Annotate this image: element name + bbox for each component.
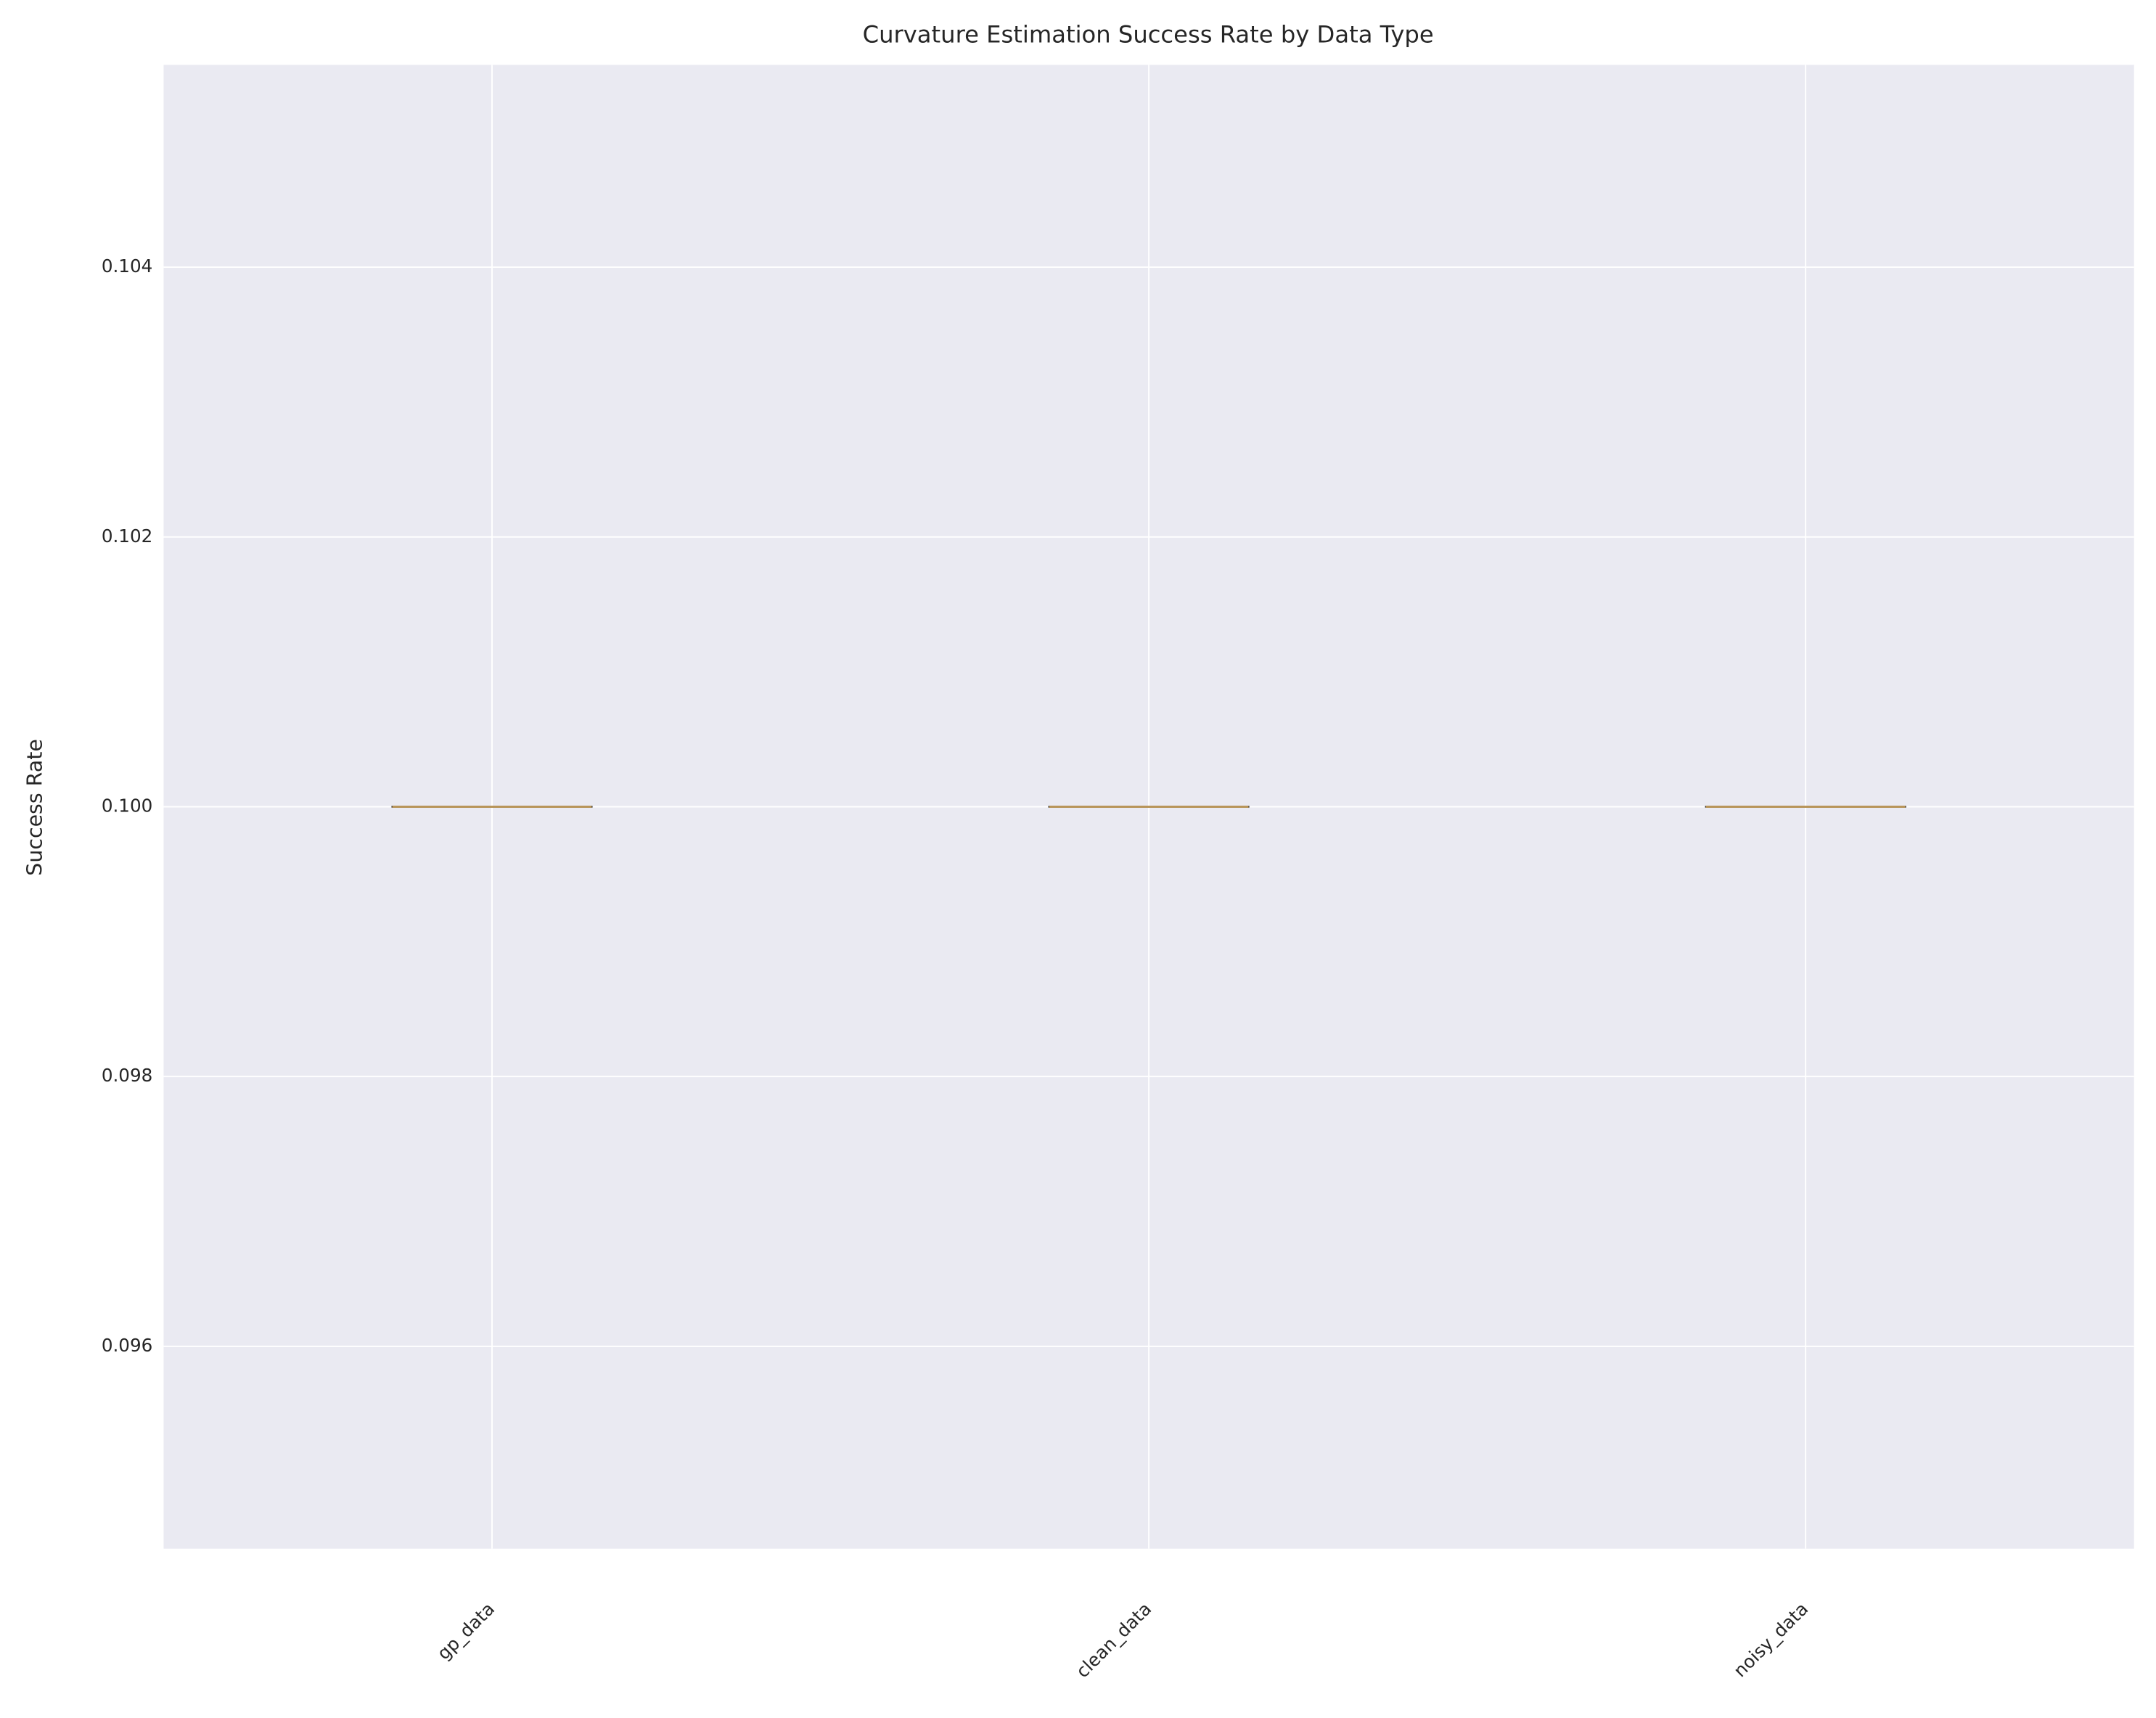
- y-tick-label: 0.102: [102, 525, 153, 547]
- x-tick-label: noisy_data: [1729, 1598, 1812, 1681]
- y-tick-label: 0.100: [102, 795, 153, 816]
- x-tick-label: gp_data: [433, 1598, 499, 1664]
- y-axis-label: Success Rate: [22, 739, 46, 876]
- y-tick-label: 0.096: [102, 1335, 153, 1356]
- x-tick-label: clean_data: [1072, 1598, 1155, 1682]
- y-tick-label: 0.098: [102, 1065, 153, 1086]
- chart-title: Curvature Estimation Success Rate by Dat…: [863, 20, 1434, 48]
- y-tick-label: 0.104: [102, 255, 153, 277]
